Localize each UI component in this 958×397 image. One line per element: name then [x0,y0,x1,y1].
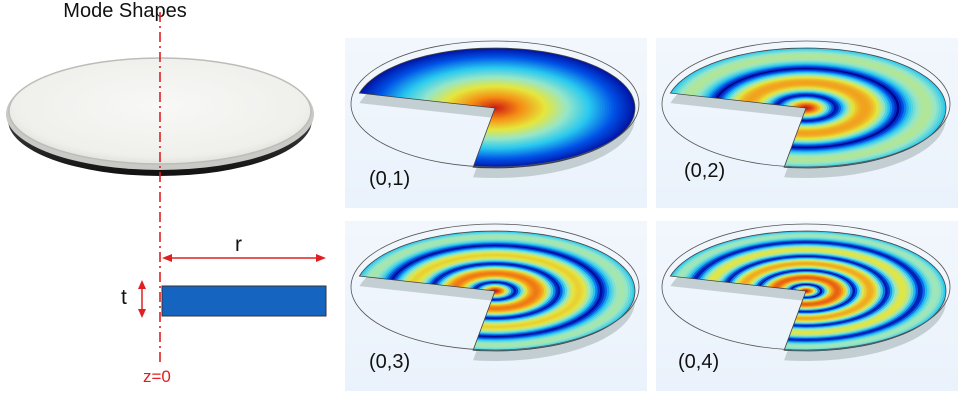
mode-shape-0-2 [656,38,958,208]
mode-label-0-4: (0,4) [678,351,720,373]
mode-panel-0-3: (0,3) [345,221,647,391]
mode-shape-0-1 [345,38,647,208]
mode-panel-0-4: (0,4) [656,221,958,391]
disk-schematic-area: r t z=0 [0,0,345,392]
radius-arrow [162,254,326,262]
mode-shape-0-4 [656,221,958,391]
figure-title: Mode Shapes [63,0,187,22]
disk-illustration [6,12,327,362]
disk-cross-section [161,285,327,317]
mode-panel-0-2: (0,2) [656,38,958,208]
thickness-label: t [121,286,127,309]
mode-label-0-2: (0,2) [684,160,726,182]
mode-shape-0-3 [345,221,647,391]
thickness-arrow [138,280,146,318]
radius-label: r [235,233,242,256]
axis-origin-label: z=0 [143,367,171,386]
glass-disk-photo [6,57,314,176]
mode-label-0-1: (0,1) [369,168,411,190]
mode-label-0-3: (0,3) [369,351,411,373]
mode-panel-0-1: (0,1) [345,38,647,208]
